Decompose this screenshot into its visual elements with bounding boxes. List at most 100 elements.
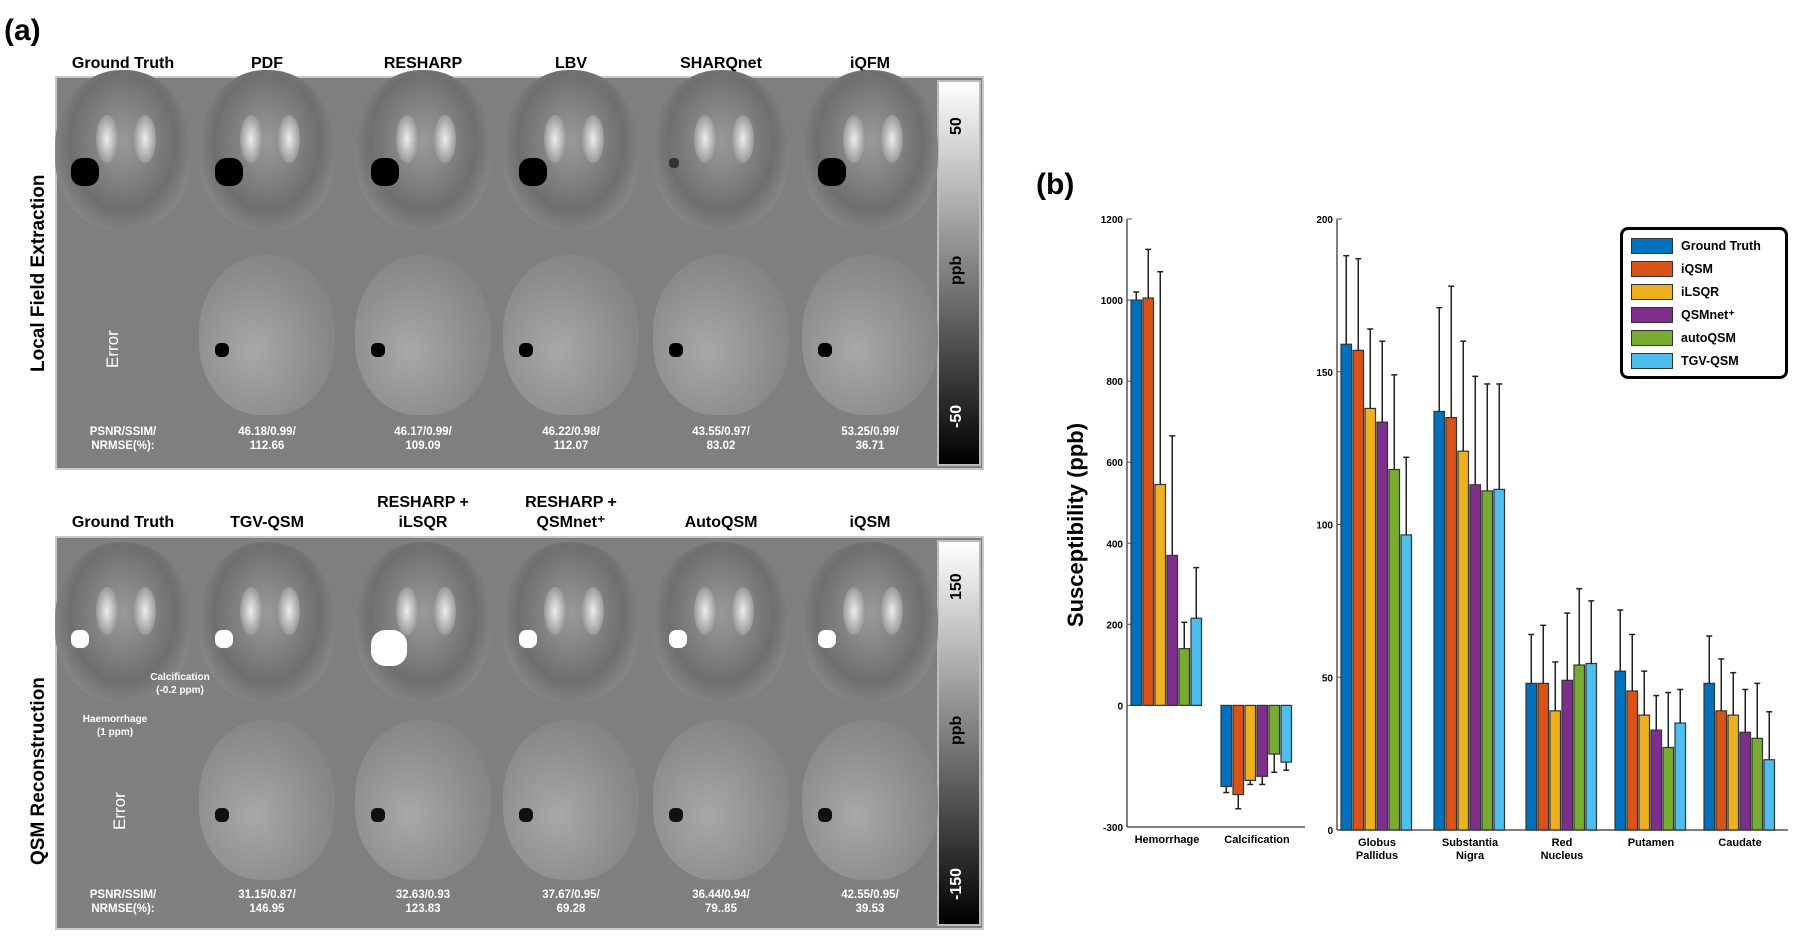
title-line: AutoQSM	[684, 514, 758, 531]
basal-ganglia-highlight	[731, 114, 754, 163]
basal-ganglia-highlight	[880, 586, 903, 635]
basal-ganglia-highlight	[693, 114, 716, 163]
bar-TGV-QSM	[1585, 662, 1598, 831]
metric-label: PSNR/SSIM/NRMSE(%):	[63, 425, 183, 453]
error-map-image	[199, 255, 335, 415]
y-tick-label: 200	[1106, 620, 1123, 631]
column-title: iQFM	[850, 55, 890, 72]
metric-text: 32.63/0.93 123.83	[363, 888, 483, 916]
lesion-spot	[519, 808, 534, 822]
bar-Ground Truth	[1433, 410, 1446, 831]
column-title: Ground Truth	[71, 55, 175, 72]
bar-iQSM	[1232, 704, 1245, 796]
basal-ganglia-highlight	[277, 114, 300, 163]
column-title: TGV-QSM	[192, 513, 342, 533]
lesion-spot	[215, 343, 230, 357]
bar-iLSQR	[1549, 710, 1562, 831]
basal-ganglia-highlight	[880, 114, 903, 163]
bar-autoQSM	[1751, 737, 1764, 831]
title-line: QSMnet⁺	[536, 514, 606, 531]
y-tick-label: 200	[1316, 215, 1333, 226]
bar-QSMnet⁺	[1376, 421, 1389, 831]
colorbar-bottom-unit: ppb	[948, 715, 965, 745]
bar-Ground Truth	[1220, 704, 1233, 788]
panel-a-label: (a)	[4, 14, 41, 47]
legend-item: autoQSM	[1631, 326, 1777, 349]
colorbar-bottom-min: -150	[948, 867, 965, 900]
lesion-spot	[519, 343, 534, 357]
panel-b-label: (b)	[1036, 168, 1075, 201]
legend-swatch	[1631, 329, 1673, 346]
bar-autoQSM	[1481, 490, 1494, 831]
bar-QSMnet⁺	[1166, 554, 1179, 707]
title-line: Ground Truth	[71, 514, 175, 531]
y-tick-label: 100	[1316, 521, 1333, 532]
bar-autoQSM	[1662, 746, 1675, 831]
lesion-spot	[818, 630, 837, 648]
y-tick-label: -300	[1103, 823, 1123, 834]
field-map-image	[503, 70, 639, 230]
basal-ganglia-highlight	[395, 586, 418, 635]
column-title: RESHARP	[383, 55, 463, 72]
basal-ganglia-highlight	[239, 586, 262, 635]
metric-line: 46.17/0.99/	[394, 426, 452, 438]
metric-line: 146.95	[249, 903, 285, 915]
metric-text: 37.67/0.95/69.28	[511, 888, 631, 916]
metric-line: 43.55/0.97/	[692, 426, 750, 438]
lesion-spot	[519, 158, 548, 186]
basal-ganglia-highlight	[543, 586, 566, 635]
basal-ganglia-highlight	[395, 114, 418, 163]
row-label-local-field: Local Field Extraction	[28, 174, 49, 372]
field-map-image	[55, 70, 191, 230]
legend-item: iLSQR	[1631, 280, 1777, 303]
lesion-spot	[669, 158, 680, 168]
metric-line: 36.44/0.94/	[692, 889, 750, 901]
bar-QSMnet⁺	[1739, 731, 1752, 831]
lesion-spot	[215, 808, 230, 822]
column-title: PDF	[251, 55, 283, 72]
metric-text: 46.22/0.98/112.07	[511, 425, 631, 453]
column-title: RESHARP + iLSQR	[348, 493, 498, 533]
field-map-image	[802, 70, 938, 230]
legend-item: QSMnet⁺	[1631, 303, 1777, 326]
annot-line: Haemorrhage	[82, 714, 148, 725]
bar-Ground Truth	[1703, 682, 1716, 831]
error-label-bottom: Error	[110, 792, 129, 830]
legend-label: Ground Truth	[1681, 238, 1761, 253]
metric-line: 123.83	[405, 903, 441, 915]
basal-ganglia-highlight	[842, 114, 865, 163]
category-label: Hemorrhage	[1135, 834, 1200, 846]
lesion-spot	[71, 630, 90, 648]
y-tick-label: 600	[1106, 458, 1123, 469]
colorbar-top-max: 50	[948, 117, 965, 135]
legend-label: TGV-QSM	[1681, 353, 1739, 368]
bar-QSMnet⁺	[1469, 484, 1482, 831]
column-title: AutoQSM	[646, 513, 796, 533]
metric-line: 112.07	[553, 440, 589, 452]
metric-line: 53.25/0.99/	[841, 426, 899, 438]
bar-iLSQR	[1638, 714, 1651, 831]
metric-text: 43.55/0.97/83.02	[661, 425, 781, 453]
y-tick-label: 400	[1106, 539, 1123, 550]
bar-iQSM	[1352, 349, 1365, 831]
metric-line: 46.22/0.98/	[542, 426, 600, 438]
y-tick-label: 50	[1322, 673, 1334, 684]
error-map-image	[355, 255, 491, 415]
y-tick-label: 1200	[1101, 215, 1124, 226]
metric-text: 36.44/0.94/79..85	[661, 888, 781, 916]
lesion-spot	[818, 808, 833, 822]
column-title: Ground Truth	[48, 513, 198, 533]
legend-swatch	[1631, 237, 1673, 254]
metric-text: 46.18/0.99/112.66	[207, 425, 327, 453]
row-label-qsm: QSM Reconstruction	[28, 677, 49, 865]
bar-iLSQR	[1457, 450, 1470, 831]
metric-text: 46.17/0.99/109.09	[363, 425, 483, 453]
qsm-image	[199, 542, 335, 702]
lesion-spot	[669, 343, 684, 357]
basal-ganglia-highlight	[731, 586, 754, 635]
bar-iQSM	[1537, 682, 1550, 831]
qsm-error-image	[199, 720, 335, 880]
legend-label: iLSQR	[1681, 284, 1720, 299]
bar-Ground Truth	[1340, 343, 1353, 831]
colorbar-top-unit: ppb	[948, 255, 965, 285]
